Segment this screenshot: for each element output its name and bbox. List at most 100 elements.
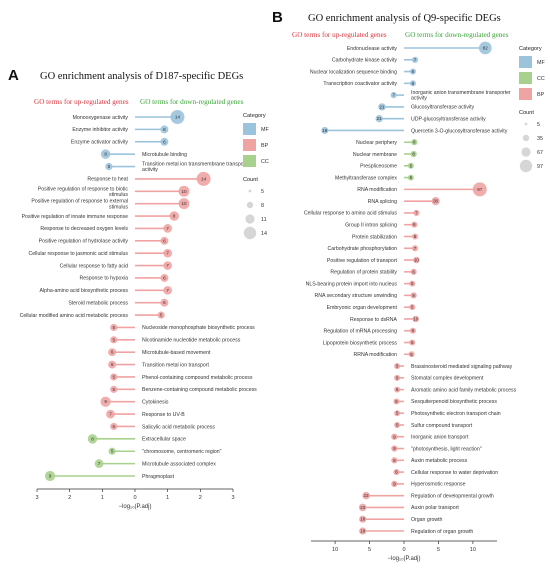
term-count-label: 6 (412, 69, 415, 74)
term-point (163, 248, 173, 258)
term-label: Quercetin 3-O-glucosyltransferase activi… (411, 128, 508, 134)
term-label: "chromosome, centromeric region" (142, 449, 222, 455)
term-point (359, 527, 367, 535)
legend-count-label: 97 (537, 164, 543, 170)
term-label: Positive regulation of response to exter… (31, 199, 128, 211)
term-label: Stomatal complex development (411, 376, 484, 382)
term-point (178, 198, 190, 210)
term-count-label: 6 (163, 139, 166, 144)
term-point (407, 162, 414, 169)
term-count-label: 10 (413, 316, 419, 321)
term-count-label: 8 (393, 458, 396, 463)
term-point (178, 185, 190, 197)
term-point (106, 409, 115, 419)
term-point (94, 459, 104, 468)
x-tick-label: 3 (231, 495, 234, 501)
term-label: Endonuclease activity (347, 46, 398, 52)
term-count-label: 5 (112, 424, 115, 429)
legend-category-label: BP (261, 143, 269, 149)
legend-swatch-mf (243, 123, 256, 135)
term-count-label: 6 (111, 362, 114, 367)
term-label: Nuclear membrane (353, 152, 397, 158)
term-count-label: 14 (201, 176, 207, 181)
term-label: Group II intron splicing (345, 223, 397, 229)
term-point (44, 470, 56, 482)
term-label: Microtubule associated complex (142, 461, 216, 467)
term-label: Response to hypoxia (80, 276, 129, 282)
term-label: Sulfur compound transport (411, 423, 473, 429)
term-count-label: 9 (393, 481, 396, 486)
term-point (160, 137, 169, 146)
term-label: Cellular response to water deprivation (411, 470, 498, 476)
term-count-label: 5 (396, 364, 399, 369)
term-count-label: 7 (109, 412, 112, 417)
x-tick-label: 3 (35, 495, 38, 501)
term-point (170, 110, 185, 124)
term-count-label: 7 (98, 461, 101, 466)
term-label: RRNA modification (353, 352, 397, 358)
term-count-label: 8 (413, 140, 416, 145)
legend-size-circle (248, 189, 252, 193)
term-count-label: 23 (360, 505, 366, 510)
term-point (409, 68, 416, 75)
term-point (431, 197, 440, 206)
term-count-label: 21 (377, 116, 383, 121)
term-count-label: 6 (163, 300, 166, 305)
panel-b-letter: B (272, 9, 283, 26)
term-label: Carbohydrate phosphorylation (328, 246, 398, 252)
legend-category-label: BP (537, 92, 545, 98)
term-count-label: 8 (91, 436, 94, 441)
legend-category-title: Category (243, 113, 266, 119)
term-point (411, 233, 419, 240)
term-point (163, 224, 173, 233)
term-count-label: 6 (413, 222, 416, 227)
term-count-label: 5 (111, 449, 114, 454)
term-point (87, 434, 98, 444)
term-count-label: 7 (415, 210, 418, 215)
term-point (409, 327, 416, 334)
term-label: Benzene-containing compound metabolic pr… (142, 387, 257, 393)
term-label: Nucleoside monophosphate biosynthetic pr… (142, 325, 255, 331)
term-count-label: 5 (410, 163, 413, 168)
term-label: Embryonic organ development (327, 305, 398, 311)
term-label: Response to heat (87, 177, 128, 183)
panel-b-subtitle-up: GO terms for up-regulated genes (292, 31, 387, 39)
term-count-label: 9 (393, 446, 396, 451)
term-label: Prespliceosome (360, 164, 397, 170)
term-point (160, 125, 169, 134)
term-label: Nicotinamide nucleotide metabolic proces… (142, 338, 241, 344)
legend-category-label: CC (537, 76, 545, 82)
term-count-label: 5 (410, 175, 413, 180)
x-tick-label: 1 (166, 495, 169, 501)
term-point (378, 103, 386, 111)
term-count-label: 18 (360, 517, 366, 522)
term-label: Hyperosmotic response (411, 482, 466, 488)
term-count-label: 18 (360, 529, 366, 534)
term-label: Positive regulation of hydrolase activit… (39, 239, 129, 245)
term-count-label: 5 (411, 305, 414, 310)
legend-swatch-bp (243, 139, 256, 151)
term-point (394, 421, 401, 428)
term-label: "photosynthesis, light reaction" (411, 446, 482, 452)
term-label: Response to dsRNA (350, 317, 398, 323)
panel-b-title: GO enrichment analysis of Q9-specific DE… (308, 13, 501, 24)
term-label: Transition metal ion transmembrane trans… (142, 162, 252, 174)
term-point (157, 311, 165, 319)
term-count-label: 9 (49, 474, 52, 479)
term-label: Alpha-amino acid biosynthetic process (39, 288, 128, 294)
legend-swatch-mf (519, 56, 532, 68)
term-point (110, 323, 118, 332)
legend-swatch-cc (243, 155, 256, 167)
term-point (110, 422, 118, 431)
term-label: Extracellular space (142, 437, 186, 443)
term-label: Enzyme inhibitor activity (72, 127, 128, 133)
term-point (409, 280, 416, 287)
legend-size-circle (245, 214, 255, 224)
term-count-label: 9 (393, 434, 396, 439)
legend-size-circle (524, 122, 528, 126)
term-label: Glucosyltransferase activity (411, 105, 475, 111)
term-label: Lipoprotein biosynthetic process (323, 340, 398, 346)
term-label: Phragmoplast (142, 474, 175, 480)
term-label: Cytokinesis (142, 400, 169, 406)
